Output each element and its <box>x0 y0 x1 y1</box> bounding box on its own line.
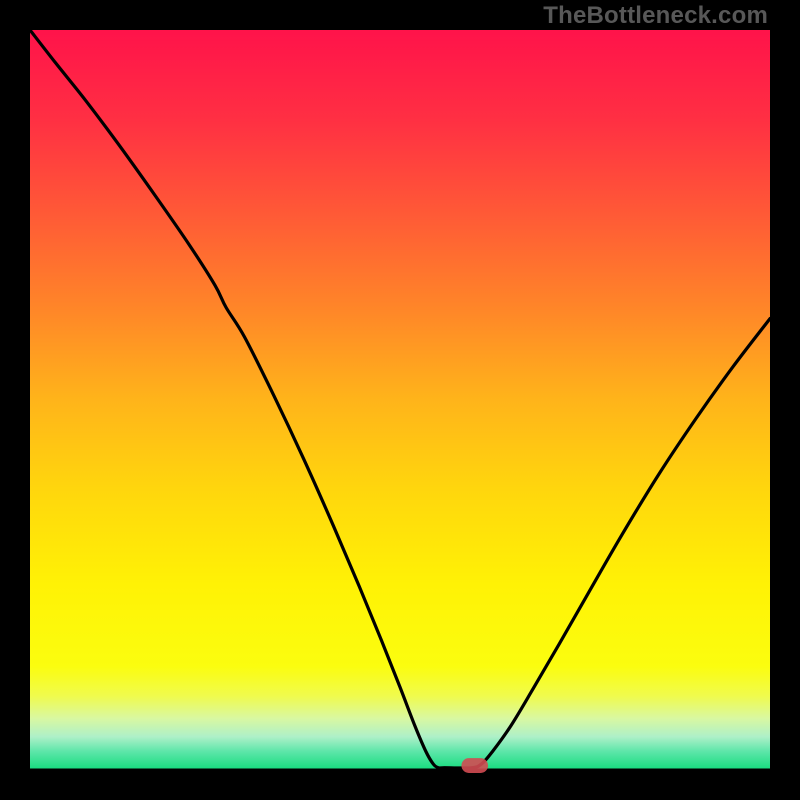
gradient-background <box>30 30 770 770</box>
plot-area <box>30 30 770 770</box>
optimum-marker <box>461 758 488 773</box>
chart-frame: TheBottleneck.com <box>0 0 800 800</box>
watermark-text: TheBottleneck.com <box>543 2 768 30</box>
chart-svg <box>30 30 770 770</box>
